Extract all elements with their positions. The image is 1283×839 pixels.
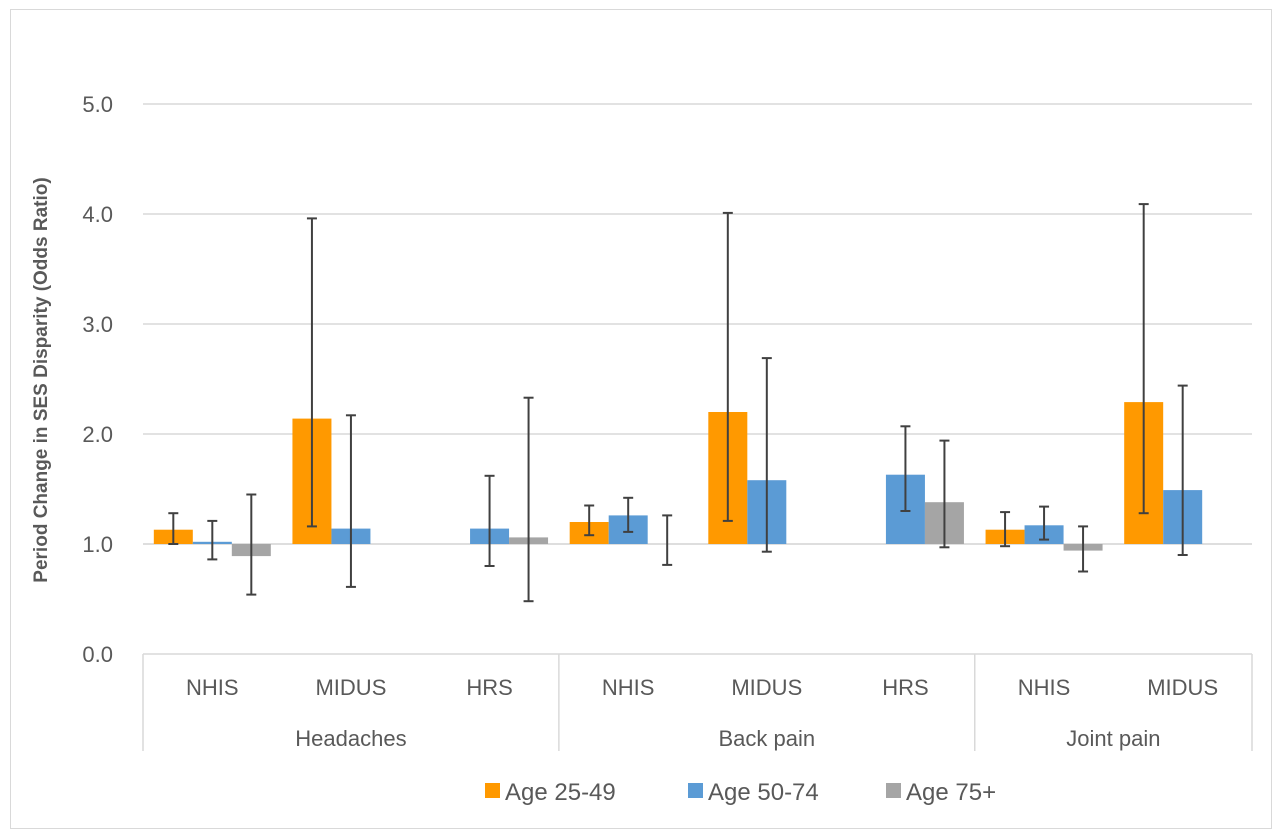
y-axis-label: Period Change in SES Disparity (Odds Rat… <box>31 177 52 582</box>
legend-label: Age 25-49 <box>505 779 616 806</box>
y-tick-label: 3.0 <box>82 312 113 337</box>
x-category-label: NHIS <box>602 675 655 700</box>
x-category-label: HRS <box>882 675 928 700</box>
chart-frame <box>10 9 1272 829</box>
legend-label: Age 50-74 <box>708 779 819 806</box>
y-tick-label: 1.0 <box>82 532 113 557</box>
legend-label: Age 75+ <box>906 779 996 806</box>
x-group-label: Headaches <box>295 726 406 751</box>
x-category-label: NHIS <box>186 675 239 700</box>
y-tick-labels: 0.0 1.0 2.0 3.0 4.0 5.0 <box>82 92 113 667</box>
x-group-label: Joint pain <box>1066 726 1160 751</box>
x-category-label: HRS <box>466 675 512 700</box>
x-category-label: NHIS <box>1018 675 1071 700</box>
error-bars <box>168 203 1188 603</box>
x-category-label: MIDUS <box>1147 675 1218 700</box>
x-axis: NHIS MIDUS HRS Headaches NHIS MIDUS HRS Back pa… <box>142 653 1253 751</box>
x-category-label: MIDUS <box>315 675 386 700</box>
y-tick-label: 5.0 <box>82 92 113 117</box>
y-tick-label: 2.0 <box>82 422 113 447</box>
x-category-label: MIDUS <box>731 675 802 700</box>
legend-swatch <box>688 783 703 798</box>
y-tick-label: 4.0 <box>82 202 113 227</box>
legend-swatch <box>886 783 901 798</box>
legend-swatch <box>485 783 500 798</box>
x-group-label: Back pain <box>719 726 816 751</box>
legend: Age 25-49 Age 50-74 Age 75+ <box>485 779 996 806</box>
y-tick-label: 0.0 <box>82 642 113 667</box>
